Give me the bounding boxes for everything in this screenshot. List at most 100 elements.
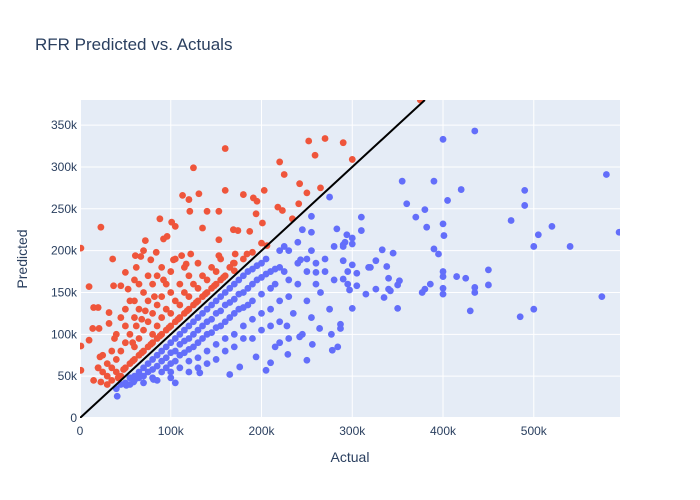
data-point[interactable] xyxy=(321,268,329,275)
data-point[interactable] xyxy=(185,335,193,342)
data-point[interactable] xyxy=(253,197,261,205)
data-point[interactable] xyxy=(466,307,474,315)
data-point[interactable] xyxy=(566,243,574,250)
data-point[interactable] xyxy=(308,247,315,255)
data-point[interactable] xyxy=(185,293,193,301)
data-point[interactable] xyxy=(99,351,107,359)
data-point[interactable] xyxy=(262,255,270,263)
data-point[interactable] xyxy=(303,297,311,305)
data-point[interactable] xyxy=(163,233,171,240)
data-point[interactable] xyxy=(521,186,529,194)
data-point[interactable] xyxy=(112,368,120,376)
data-point[interactable] xyxy=(167,309,175,317)
data-point[interactable] xyxy=(353,282,361,290)
data-point[interactable] xyxy=(203,305,211,313)
data-point[interactable] xyxy=(312,268,320,276)
data-point[interactable] xyxy=(187,250,195,258)
data-point[interactable] xyxy=(271,280,279,288)
data-point[interactable] xyxy=(357,227,365,234)
data-point[interactable] xyxy=(308,314,315,321)
data-point[interactable] xyxy=(308,228,315,236)
data-point[interactable] xyxy=(190,343,197,351)
data-point[interactable] xyxy=(278,207,286,214)
data-point[interactable] xyxy=(199,224,206,232)
data-point[interactable] xyxy=(598,293,606,301)
data-point[interactable] xyxy=(236,363,244,371)
data-point[interactable] xyxy=(140,372,147,380)
data-point[interactable] xyxy=(330,276,338,284)
data-point[interactable] xyxy=(217,293,225,301)
data-point[interactable] xyxy=(230,295,238,303)
data-point[interactable] xyxy=(140,379,147,387)
data-point[interactable] xyxy=(246,227,254,235)
data-point[interactable] xyxy=(78,244,85,252)
data-point[interactable] xyxy=(346,286,353,294)
data-point[interactable] xyxy=(144,318,152,326)
data-point[interactable] xyxy=(296,180,304,188)
data-point[interactable] xyxy=(158,293,166,301)
data-point[interactable] xyxy=(507,217,515,224)
data-point[interactable] xyxy=(516,313,524,321)
data-point[interactable] xyxy=(285,247,293,255)
data-point[interactable] xyxy=(199,272,206,280)
data-point[interactable] xyxy=(153,301,161,309)
data-point[interactable] xyxy=(210,282,218,290)
data-point[interactable] xyxy=(339,275,347,283)
data-point[interactable] xyxy=(326,193,333,201)
data-point[interactable] xyxy=(221,145,229,152)
data-point[interactable] xyxy=(485,281,492,289)
data-point[interactable] xyxy=(367,263,374,271)
data-point[interactable] xyxy=(362,290,370,298)
data-point[interactable] xyxy=(412,213,420,221)
data-point[interactable] xyxy=(158,314,166,321)
data-point[interactable] xyxy=(312,280,320,288)
data-point[interactable] xyxy=(117,282,125,290)
data-point[interactable] xyxy=(167,339,175,347)
data-point[interactable] xyxy=(221,335,229,342)
data-point[interactable] xyxy=(190,318,197,326)
data-point[interactable] xyxy=(99,368,107,376)
data-point[interactable] xyxy=(194,314,202,321)
data-point[interactable] xyxy=(239,289,247,296)
data-point[interactable] xyxy=(380,294,388,301)
data-point[interactable] xyxy=(176,280,184,288)
data-point[interactable] xyxy=(208,329,215,337)
data-point[interactable] xyxy=(327,330,335,338)
data-point[interactable] xyxy=(117,314,125,321)
data-point[interactable] xyxy=(239,322,247,330)
data-point[interactable] xyxy=(439,290,447,298)
data-point[interactable] xyxy=(199,322,206,330)
data-point[interactable] xyxy=(328,346,336,354)
data-point[interactable] xyxy=(258,326,265,334)
data-point[interactable] xyxy=(440,232,448,239)
data-point[interactable] xyxy=(259,219,266,227)
data-point[interactable] xyxy=(316,325,323,332)
data-point[interactable] xyxy=(158,368,166,376)
data-point[interactable] xyxy=(276,339,284,347)
data-point[interactable] xyxy=(117,347,125,355)
data-point[interactable] xyxy=(271,343,279,351)
data-point[interactable] xyxy=(260,186,268,194)
data-point[interactable] xyxy=(280,171,288,178)
data-point[interactable] xyxy=(171,335,179,342)
data-point[interactable] xyxy=(444,197,451,204)
data-point[interactable] xyxy=(176,364,184,372)
data-point[interactable] xyxy=(185,357,193,365)
data-point[interactable] xyxy=(167,374,175,382)
data-point[interactable] xyxy=(121,305,129,313)
data-point[interactable] xyxy=(339,257,347,265)
data-point[interactable] xyxy=(171,357,179,365)
data-point[interactable] xyxy=(471,289,479,296)
data-point[interactable] xyxy=(153,376,161,384)
data-point[interactable] xyxy=(439,268,447,275)
data-point[interactable] xyxy=(372,257,380,265)
data-point[interactable] xyxy=(348,234,356,242)
data-point[interactable] xyxy=(103,381,111,388)
data-point[interactable] xyxy=(294,238,302,246)
data-point[interactable] xyxy=(231,250,239,258)
data-point[interactable] xyxy=(285,276,293,284)
data-point[interactable] xyxy=(226,284,234,292)
data-point[interactable] xyxy=(462,274,470,282)
data-point[interactable] xyxy=(183,307,191,315)
data-point[interactable] xyxy=(418,289,426,296)
